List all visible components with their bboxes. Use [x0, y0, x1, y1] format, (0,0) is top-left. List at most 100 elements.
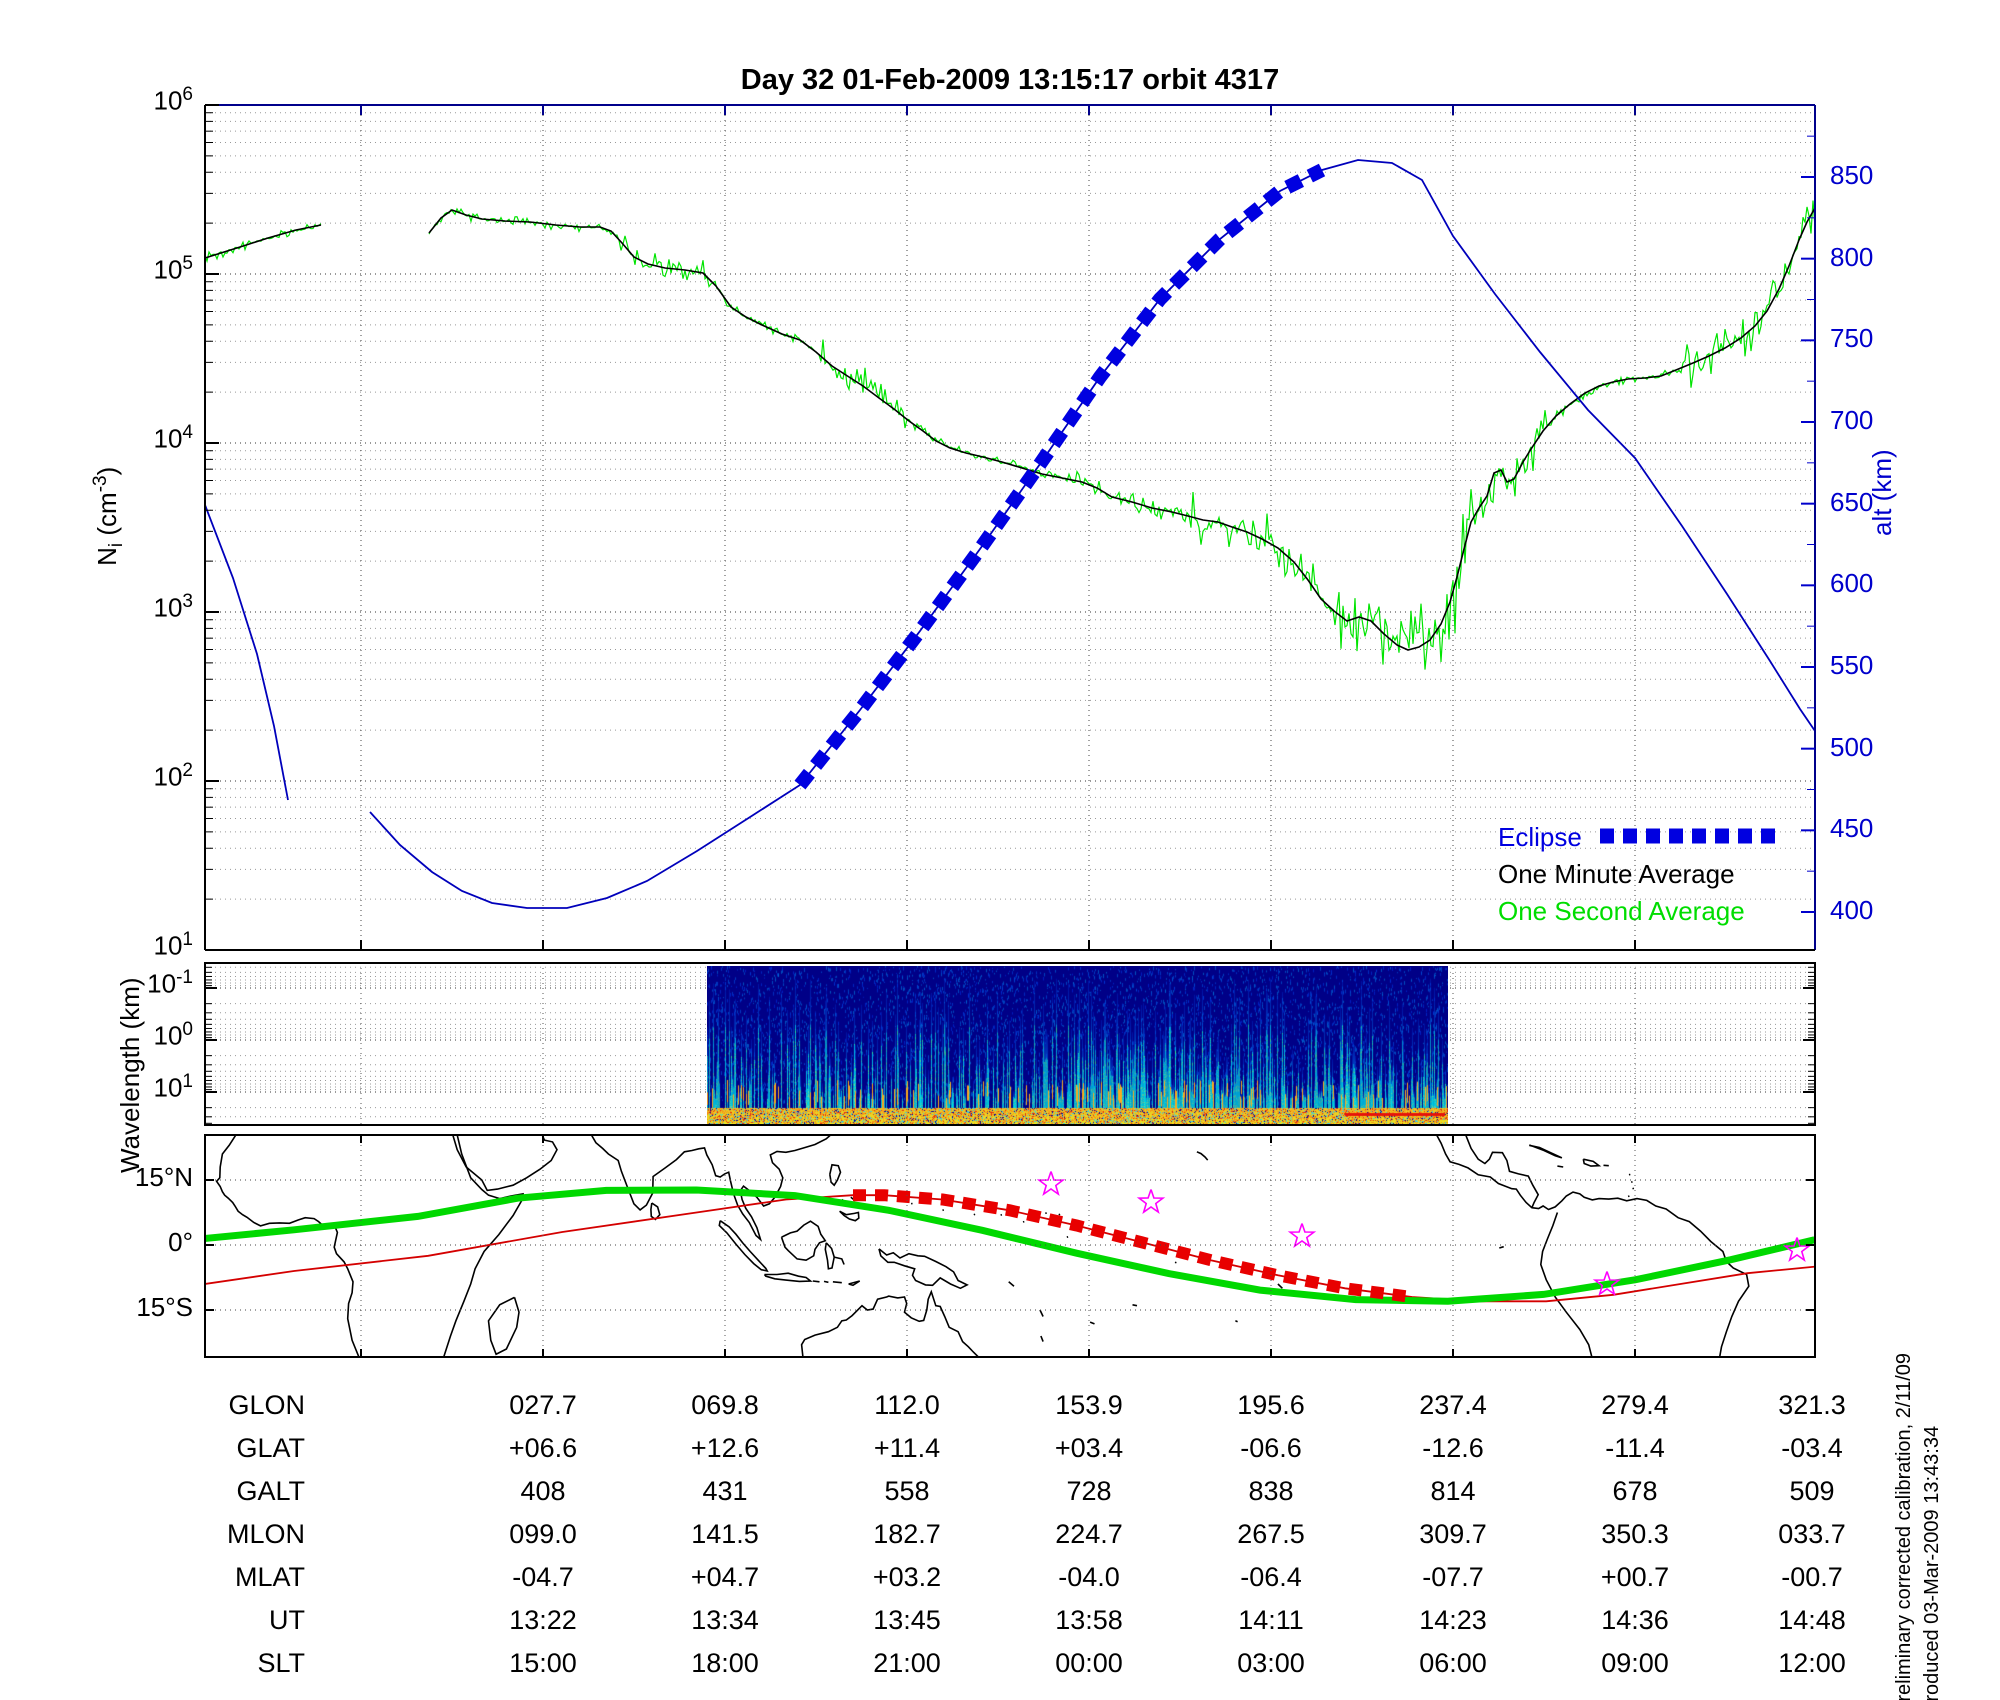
coastline [215, 1136, 360, 1356]
ni-label-sub: i [106, 542, 127, 548]
table-cell-mlat: -00.7 [1781, 1562, 1843, 1592]
table-cell-ut: 13:45 [873, 1605, 941, 1635]
alt-tick-label: 800 [1830, 241, 1874, 272]
coastline [839, 1210, 860, 1222]
one-minute-average-curve [204, 224, 322, 259]
map-area [205, 1135, 1815, 1357]
table-cell-glon: 237.4 [1419, 1390, 1487, 1420]
table-row-label-ut: UT [269, 1605, 305, 1635]
eclipse-dashed-curve [794, 163, 1326, 790]
coastline [443, 1136, 524, 1356]
table-cell-slt: 12:00 [1778, 1648, 1846, 1678]
table-cell-mlat: -04.0 [1058, 1562, 1120, 1592]
table-cell-galt: 509 [1789, 1476, 1835, 1506]
table-cell-mlat: -07.7 [1422, 1562, 1484, 1592]
table-cell-mlon: 141.5 [691, 1519, 759, 1549]
coastline [824, 1242, 836, 1270]
table-cell-glon: 112.0 [874, 1390, 940, 1420]
table-cell-mlon: 309.7 [1419, 1519, 1487, 1549]
spectrogram-image [707, 966, 1448, 1124]
table-cell-slt: 18:00 [691, 1648, 759, 1678]
table-cell-galt: 728 [1066, 1476, 1112, 1506]
main-plot-area [205, 105, 1815, 950]
legend-one-second: One Second Average [1498, 896, 1745, 926]
table-cell-mlon: 033.7 [1778, 1519, 1846, 1549]
one-second-average-curve [204, 223, 322, 264]
table-cell-slt: 00:00 [1055, 1648, 1123, 1678]
coastline [1632, 1187, 1635, 1190]
table-cell-ut: 14:48 [1778, 1605, 1846, 1635]
coastline [1630, 1180, 1633, 1183]
table-cell-glat: -06.6 [1240, 1433, 1302, 1463]
calibration-note-line2: Produced 03-Mar-2009 13:43:34 [1921, 1425, 1943, 1700]
table-cell-ut: 14:36 [1601, 1605, 1669, 1635]
ni-axis-label: Ni (cm-3) [90, 467, 128, 566]
table-cell-glon: 069.8 [691, 1390, 759, 1420]
table-cell-slt: 03:00 [1237, 1648, 1305, 1678]
coastline [718, 1220, 769, 1273]
coastline [1045, 1212, 1047, 1215]
table-cell-glon: 153.9 [1055, 1390, 1123, 1420]
table-cell-glon: 195.6 [1237, 1390, 1305, 1420]
alt-tick-label: 750 [1830, 323, 1874, 354]
table-cell-mlat: +04.7 [690, 1562, 760, 1592]
coastline [1039, 1309, 1044, 1317]
ground-track-line [206, 1186, 1814, 1305]
coastline [1196, 1151, 1209, 1161]
table-cell-glon: 321.3 [1778, 1390, 1846, 1420]
ni-label-mid: (cm [91, 492, 122, 543]
map-lat-label: 15°N [134, 1162, 193, 1192]
ni-tick-label: 103 [153, 591, 194, 623]
table-cell-galt: 814 [1430, 1476, 1476, 1506]
ni-tick-label: 101 [153, 929, 194, 961]
coastline [763, 1272, 813, 1283]
wavelength-tick-label: 10-1 [147, 967, 193, 999]
altitude-curve [204, 504, 289, 801]
table-cell-galt: 408 [520, 1476, 566, 1506]
coastline [878, 1248, 969, 1290]
star-marker [1782, 1237, 1812, 1263]
coastline [829, 1163, 842, 1187]
alt-tick-label: 850 [1830, 160, 1874, 190]
coastline [1499, 1245, 1504, 1249]
table-cell-galt: 838 [1248, 1476, 1294, 1506]
coastline [834, 1256, 845, 1265]
magnetic-equator-line [206, 1194, 1814, 1303]
coastline [1132, 1304, 1138, 1307]
table-cell-glat: -11.4 [1605, 1433, 1665, 1463]
table-cell-slt: 21:00 [873, 1648, 941, 1678]
coastline [650, 1202, 661, 1221]
coastline [973, 1213, 976, 1216]
table-cell-mlon: 224.7 [1055, 1519, 1123, 1549]
coastline [780, 1220, 827, 1262]
coastline [1235, 1320, 1238, 1323]
coastline [1582, 1158, 1602, 1167]
alt-tick-label: 650 [1830, 486, 1874, 517]
ni-label-base: N [91, 547, 122, 566]
ni-tick-label: 104 [153, 422, 194, 454]
one-minute-average-curve [428, 207, 1816, 651]
coastline [1627, 1195, 1630, 1198]
table-cell-mlat: +00.7 [1600, 1562, 1670, 1592]
coastline [1539, 1212, 1593, 1356]
alt-tick-label: 450 [1830, 813, 1874, 844]
calibration-note-line1: Preliminary corrected calibration, 2/11/… [1893, 1352, 1915, 1700]
page-title: Day 32 01-Feb-2009 13:15:17 orbit 4317 [740, 64, 1280, 96]
coastline [832, 1281, 842, 1284]
ni-label-close: ) [91, 466, 122, 476]
wavelength-tick-label: 101 [153, 1071, 194, 1103]
coastline [800, 1289, 979, 1356]
coastline [1174, 1261, 1177, 1264]
spectrogram-frame [204, 962, 1816, 1126]
table-row-label-glat: GLAT [236, 1433, 305, 1463]
table-cell-mlon: 350.3 [1601, 1519, 1669, 1549]
coastline [1529, 1144, 1563, 1159]
table-row-label-mlat: MLAT [234, 1562, 305, 1592]
table-row-label-glon: GLON [228, 1390, 305, 1420]
table-row-label-galt: GALT [236, 1476, 305, 1506]
alt-tick-label: 550 [1830, 650, 1874, 680]
map-layer [206, 1136, 1814, 1356]
coastline [591, 1136, 831, 1242]
coastline [1008, 1281, 1015, 1287]
